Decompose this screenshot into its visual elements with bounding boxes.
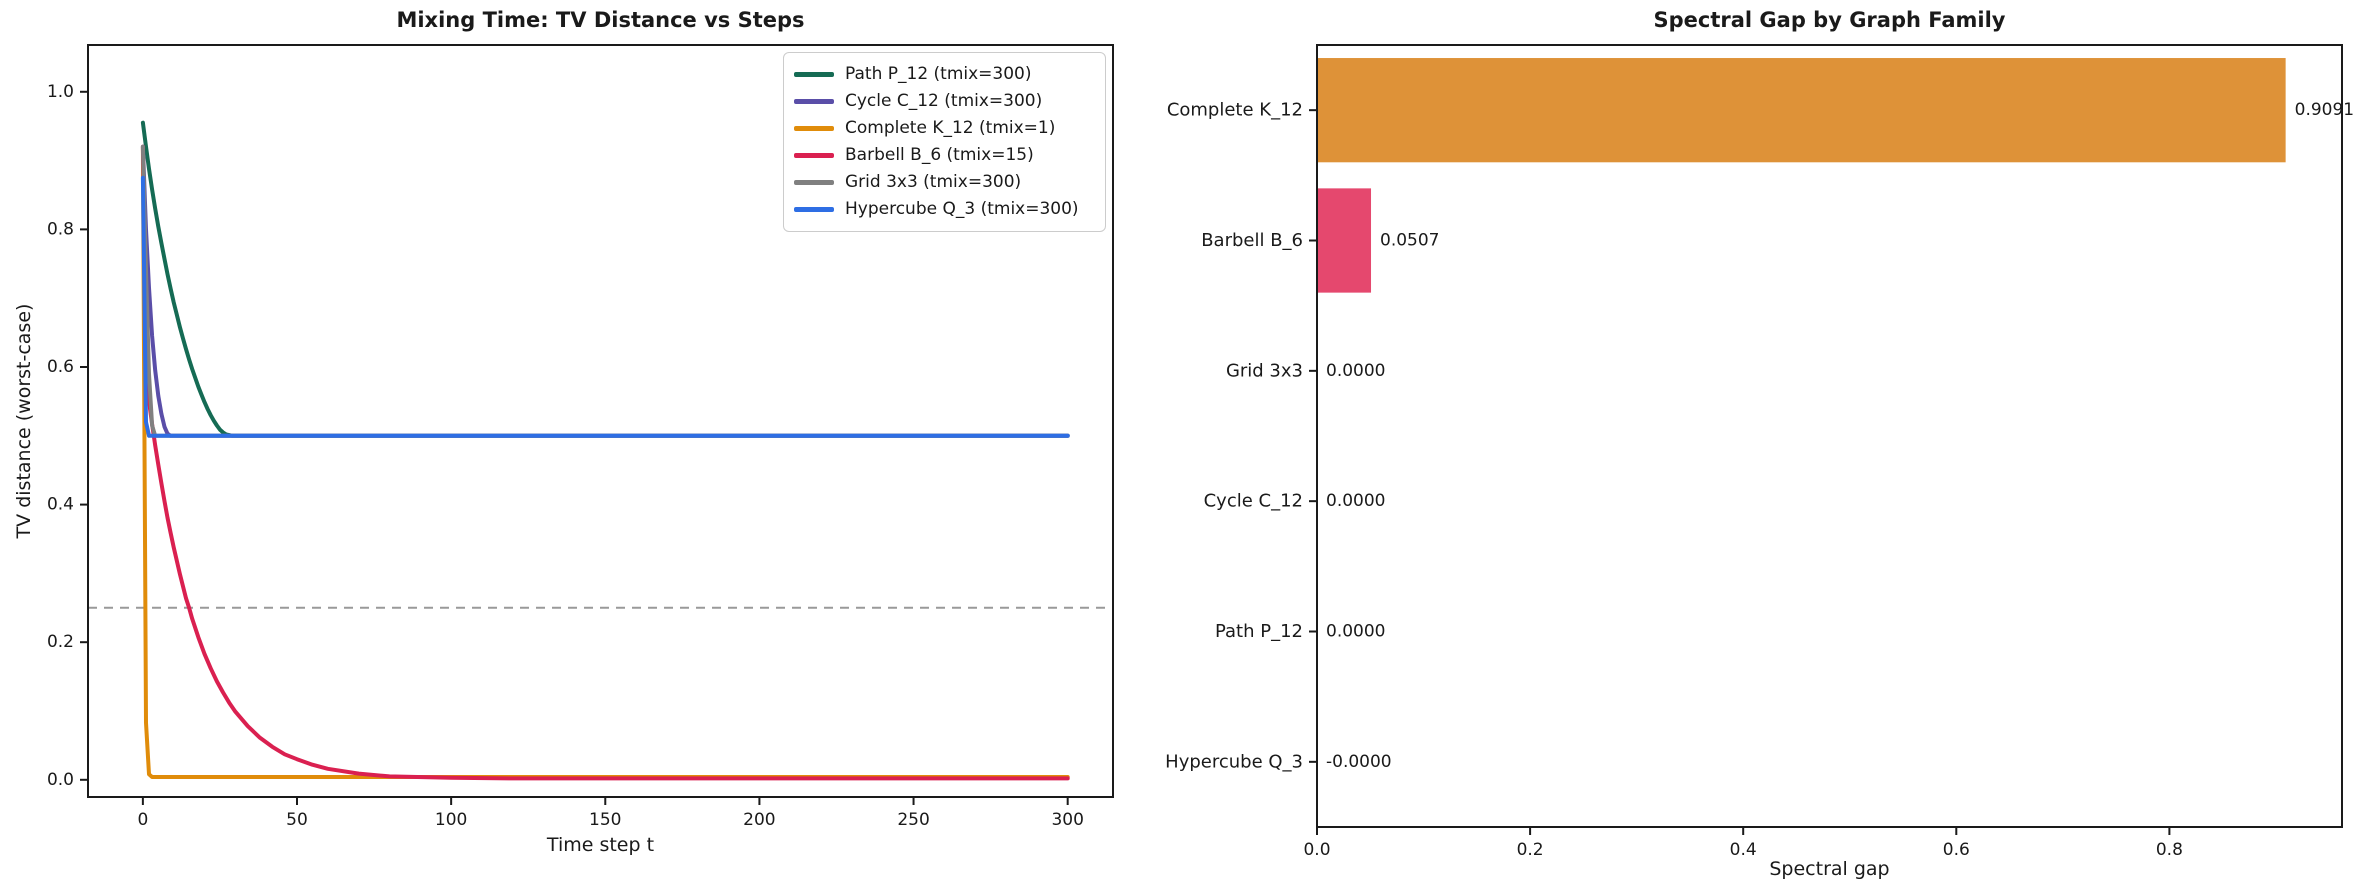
axes-frame [1316,44,2343,828]
y-tick-label: 0.4 [47,495,74,515]
legend-item-label: Grid 3x3 (tmix=300) [845,172,1022,192]
bar-value-label: 0.0000 [1326,491,1385,511]
x-tick-label: 0.2 [1517,840,1544,860]
left-x-axis-label: Time step t [546,834,655,856]
y-tick-label: 0.0 [47,770,74,790]
y-tick-label: 0.2 [47,632,74,652]
legend-row: Cycle C_12 (tmix=300) [794,88,1095,115]
legend-swatch-hypercube [794,207,834,212]
category-label: Hypercube Q_3 [1165,751,1303,772]
legend-item-label: Barbell B_6 (tmix=15) [845,145,1034,165]
legend-row: Complete K_12 (tmix=1) [794,115,1095,142]
x-tick-label: 200 [743,810,775,830]
bar-complete-k-12 [1317,58,2286,163]
legend-swatch-complete [794,126,834,131]
legend-swatch-cycle [794,99,834,104]
x-tick-label: 0.4 [1730,840,1757,860]
legend-box: Path P_12 (tmix=300) Cycle C_12 (tmix=30… [783,52,1106,232]
legend-row: Grid 3x3 (tmix=300) [794,169,1095,196]
axes-frame [87,44,1114,798]
x-tick-label: 300 [1051,810,1083,830]
category-label: Path P_12 [1215,621,1303,642]
legend-item-label: Path P_12 (tmix=300) [845,64,1032,84]
category-label: Cycle C_12 [1204,491,1303,512]
series-line-barbell [140,144,1070,781]
legend-row: Barbell B_6 (tmix=15) [794,142,1095,169]
mixing-time-chart-title: Mixing Time: TV Distance vs Steps [396,8,805,32]
bar-barbell-b-6 [1317,188,1372,293]
legend-swatch-path [794,72,834,77]
bar-value-label: 0.9091 [2295,100,2354,120]
category-label: Grid 3x3 [1226,360,1303,381]
bar-value-label: -0.0000 [1326,752,1392,772]
legend-row: Hypercube Q_3 (tmix=300) [794,196,1095,223]
series-line-path [140,120,1070,438]
x-tick-label: 250 [897,810,929,830]
y-tick-label: 0.6 [47,357,74,377]
y-tick-label: 1.0 [47,82,74,102]
legend-swatch-barbell [794,153,834,158]
spectral-gap-chart-title: Spectral Gap by Graph Family [1653,8,2006,32]
bar-value-label: 0.0000 [1326,361,1385,381]
x-tick-label: 0 [137,810,148,830]
x-tick-label: 100 [435,810,467,830]
legend-item-label: Hypercube Q_3 (tmix=300) [845,199,1079,219]
category-label: Barbell B_6 [1201,230,1303,251]
x-tick-label: 0.8 [2156,840,2183,860]
legend-item-label: Complete K_12 (tmix=1) [845,118,1056,138]
right-x-axis-label: Spectral gap [1769,858,1890,880]
x-tick-label: 50 [286,810,308,830]
category-label: Complete K_12 [1167,100,1303,121]
legend-swatch-grid [794,180,834,185]
bar-value-label: 0.0507 [1380,231,1439,251]
x-tick-label: 150 [589,810,621,830]
legend-row: Path P_12 (tmix=300) [794,61,1095,88]
y-tick-label: 0.8 [47,219,74,239]
bar-value-label: 0.0000 [1326,622,1385,642]
series-line-hypercube [140,175,1070,438]
x-tick-label: 0.6 [1943,840,1970,860]
legend-item-label: Cycle C_12 (tmix=300) [845,91,1043,111]
x-tick-label: 0.0 [1303,840,1330,860]
